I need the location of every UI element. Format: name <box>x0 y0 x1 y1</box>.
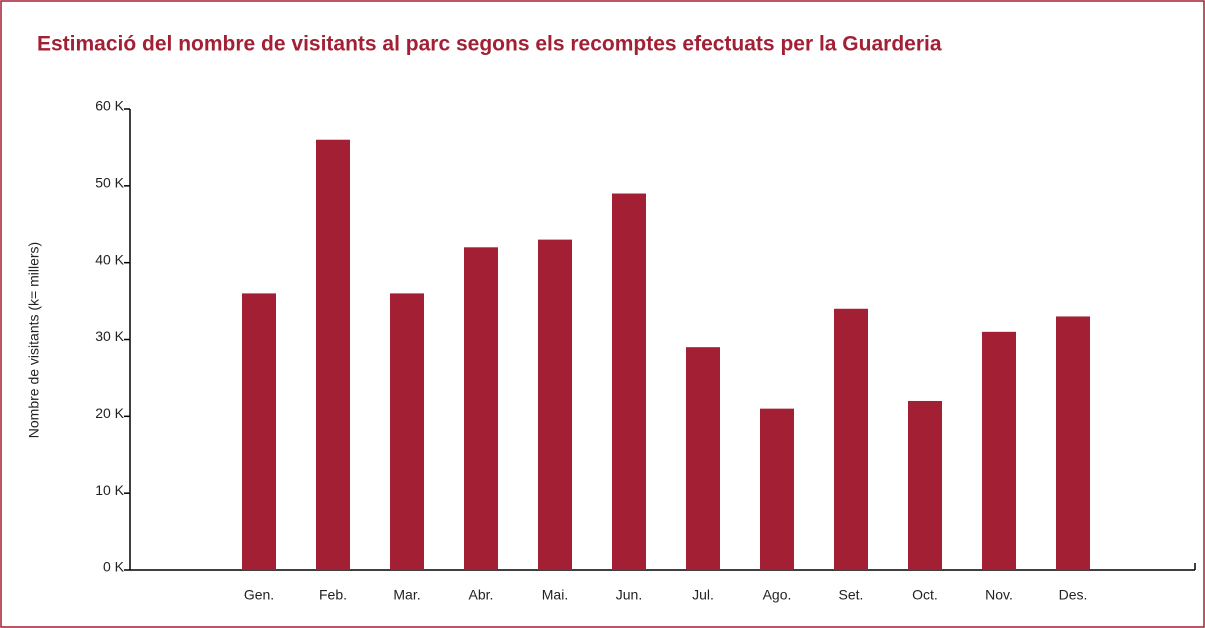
bar <box>908 400 942 570</box>
x-tick-label: Gen. <box>244 587 274 603</box>
x-tick-label: Des. <box>1059 587 1088 603</box>
chart-title: Estimació del nombre de visitants al par… <box>37 33 942 56</box>
bar <box>982 331 1016 570</box>
bar <box>242 293 276 570</box>
y-tick-label: 60 K <box>95 98 124 114</box>
x-tick-label: Mar. <box>393 587 420 603</box>
bar <box>390 293 424 570</box>
y-tick-label: 0 K <box>103 559 125 575</box>
bar <box>612 193 646 570</box>
bar <box>538 239 572 570</box>
x-tick-label: Jul. <box>692 587 714 603</box>
x-tick-label: Ago. <box>763 587 792 603</box>
y-tick-label: 40 K <box>95 251 124 267</box>
bar <box>834 308 868 570</box>
y-tick-label: 20 K <box>95 405 124 421</box>
x-tick-label: Jun. <box>616 587 642 603</box>
bar <box>464 247 498 571</box>
x-tick-label: Nov. <box>985 587 1013 603</box>
bar <box>760 408 794 570</box>
y-tick-label: 30 K <box>95 328 124 344</box>
x-tick-label: Abr. <box>469 587 494 603</box>
y-tick-label: 10 K <box>95 482 124 498</box>
bar <box>1056 316 1090 570</box>
bar <box>686 347 720 570</box>
y-axis-label: Nombre de visitants (k= millers) <box>26 242 42 438</box>
bar <box>316 139 350 570</box>
x-tick-label: Mai. <box>542 587 568 603</box>
x-tick-label: Oct. <box>912 587 938 603</box>
x-tick-label: Feb. <box>319 587 347 603</box>
x-tick-label: Set. <box>839 587 864 603</box>
y-tick-label: 50 K <box>95 175 124 191</box>
